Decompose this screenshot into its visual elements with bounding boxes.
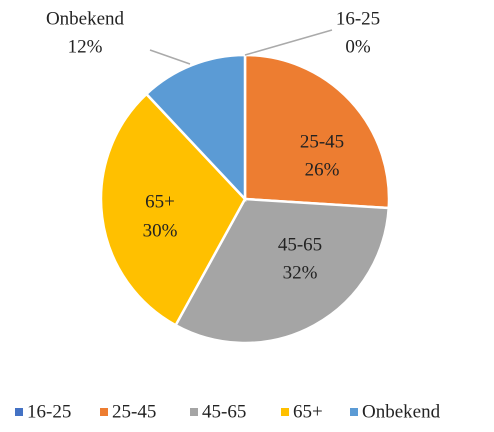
data-label-name: 45-65: [278, 234, 322, 255]
legend-label: 65+: [293, 401, 323, 422]
data-label-value: 0%: [345, 36, 371, 57]
pie-slice: [144, 53, 247, 203]
legend-label: 45-65: [202, 401, 246, 422]
pie-slice: [99, 92, 247, 327]
legend-swatch: [190, 408, 198, 416]
pie-slice: [173, 197, 391, 345]
data-label-name: 25-45: [300, 131, 344, 152]
data-label-value: 30%: [143, 220, 178, 241]
data-label-value: 26%: [305, 159, 340, 180]
legend-swatch: [281, 408, 289, 416]
leader-line: [149, 49, 191, 65]
data-label-value: 12%: [68, 36, 103, 57]
legend-swatch: [15, 408, 23, 416]
leader-line: [244, 29, 333, 56]
legend-swatch: [100, 408, 108, 416]
data-label-name: 65+: [145, 191, 175, 212]
data-label-value: 32%: [283, 262, 318, 283]
data-label-name: Onbekend: [46, 8, 125, 29]
pie-slice: [243, 53, 391, 210]
legend-label: Onbekend: [362, 401, 441, 422]
legend-label: 16-25: [27, 401, 71, 422]
legend-swatch: [350, 408, 358, 416]
legend-label: 25-45: [112, 401, 156, 422]
data-label-name: 16-25: [336, 8, 380, 29]
